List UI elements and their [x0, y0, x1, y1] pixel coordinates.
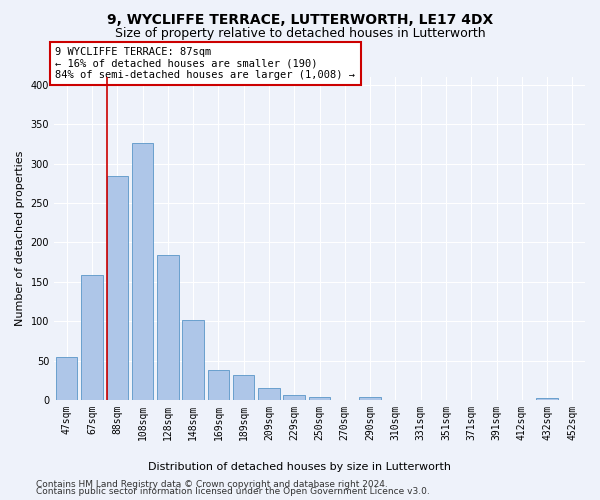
- Bar: [132, 143, 153, 400]
- Bar: [157, 255, 179, 400]
- Bar: [81, 274, 103, 400]
- Bar: [233, 374, 254, 400]
- Bar: [208, 370, 229, 400]
- Bar: [56, 356, 77, 400]
- Bar: [258, 388, 280, 400]
- Bar: [309, 396, 330, 400]
- Bar: [107, 176, 128, 400]
- Bar: [359, 396, 381, 400]
- Text: Distribution of detached houses by size in Lutterworth: Distribution of detached houses by size …: [149, 462, 452, 472]
- Text: Size of property relative to detached houses in Lutterworth: Size of property relative to detached ho…: [115, 28, 485, 40]
- Y-axis label: Number of detached properties: Number of detached properties: [15, 150, 25, 326]
- Bar: [536, 398, 558, 400]
- Text: 9 WYCLIFFE TERRACE: 87sqm
← 16% of detached houses are smaller (190)
84% of semi: 9 WYCLIFFE TERRACE: 87sqm ← 16% of detac…: [55, 47, 355, 80]
- Text: 9, WYCLIFFE TERRACE, LUTTERWORTH, LE17 4DX: 9, WYCLIFFE TERRACE, LUTTERWORTH, LE17 4…: [107, 12, 493, 26]
- Text: Contains HM Land Registry data © Crown copyright and database right 2024.: Contains HM Land Registry data © Crown c…: [36, 480, 388, 489]
- Bar: [182, 320, 204, 400]
- Bar: [283, 395, 305, 400]
- Text: Contains public sector information licensed under the Open Government Licence v3: Contains public sector information licen…: [36, 487, 430, 496]
